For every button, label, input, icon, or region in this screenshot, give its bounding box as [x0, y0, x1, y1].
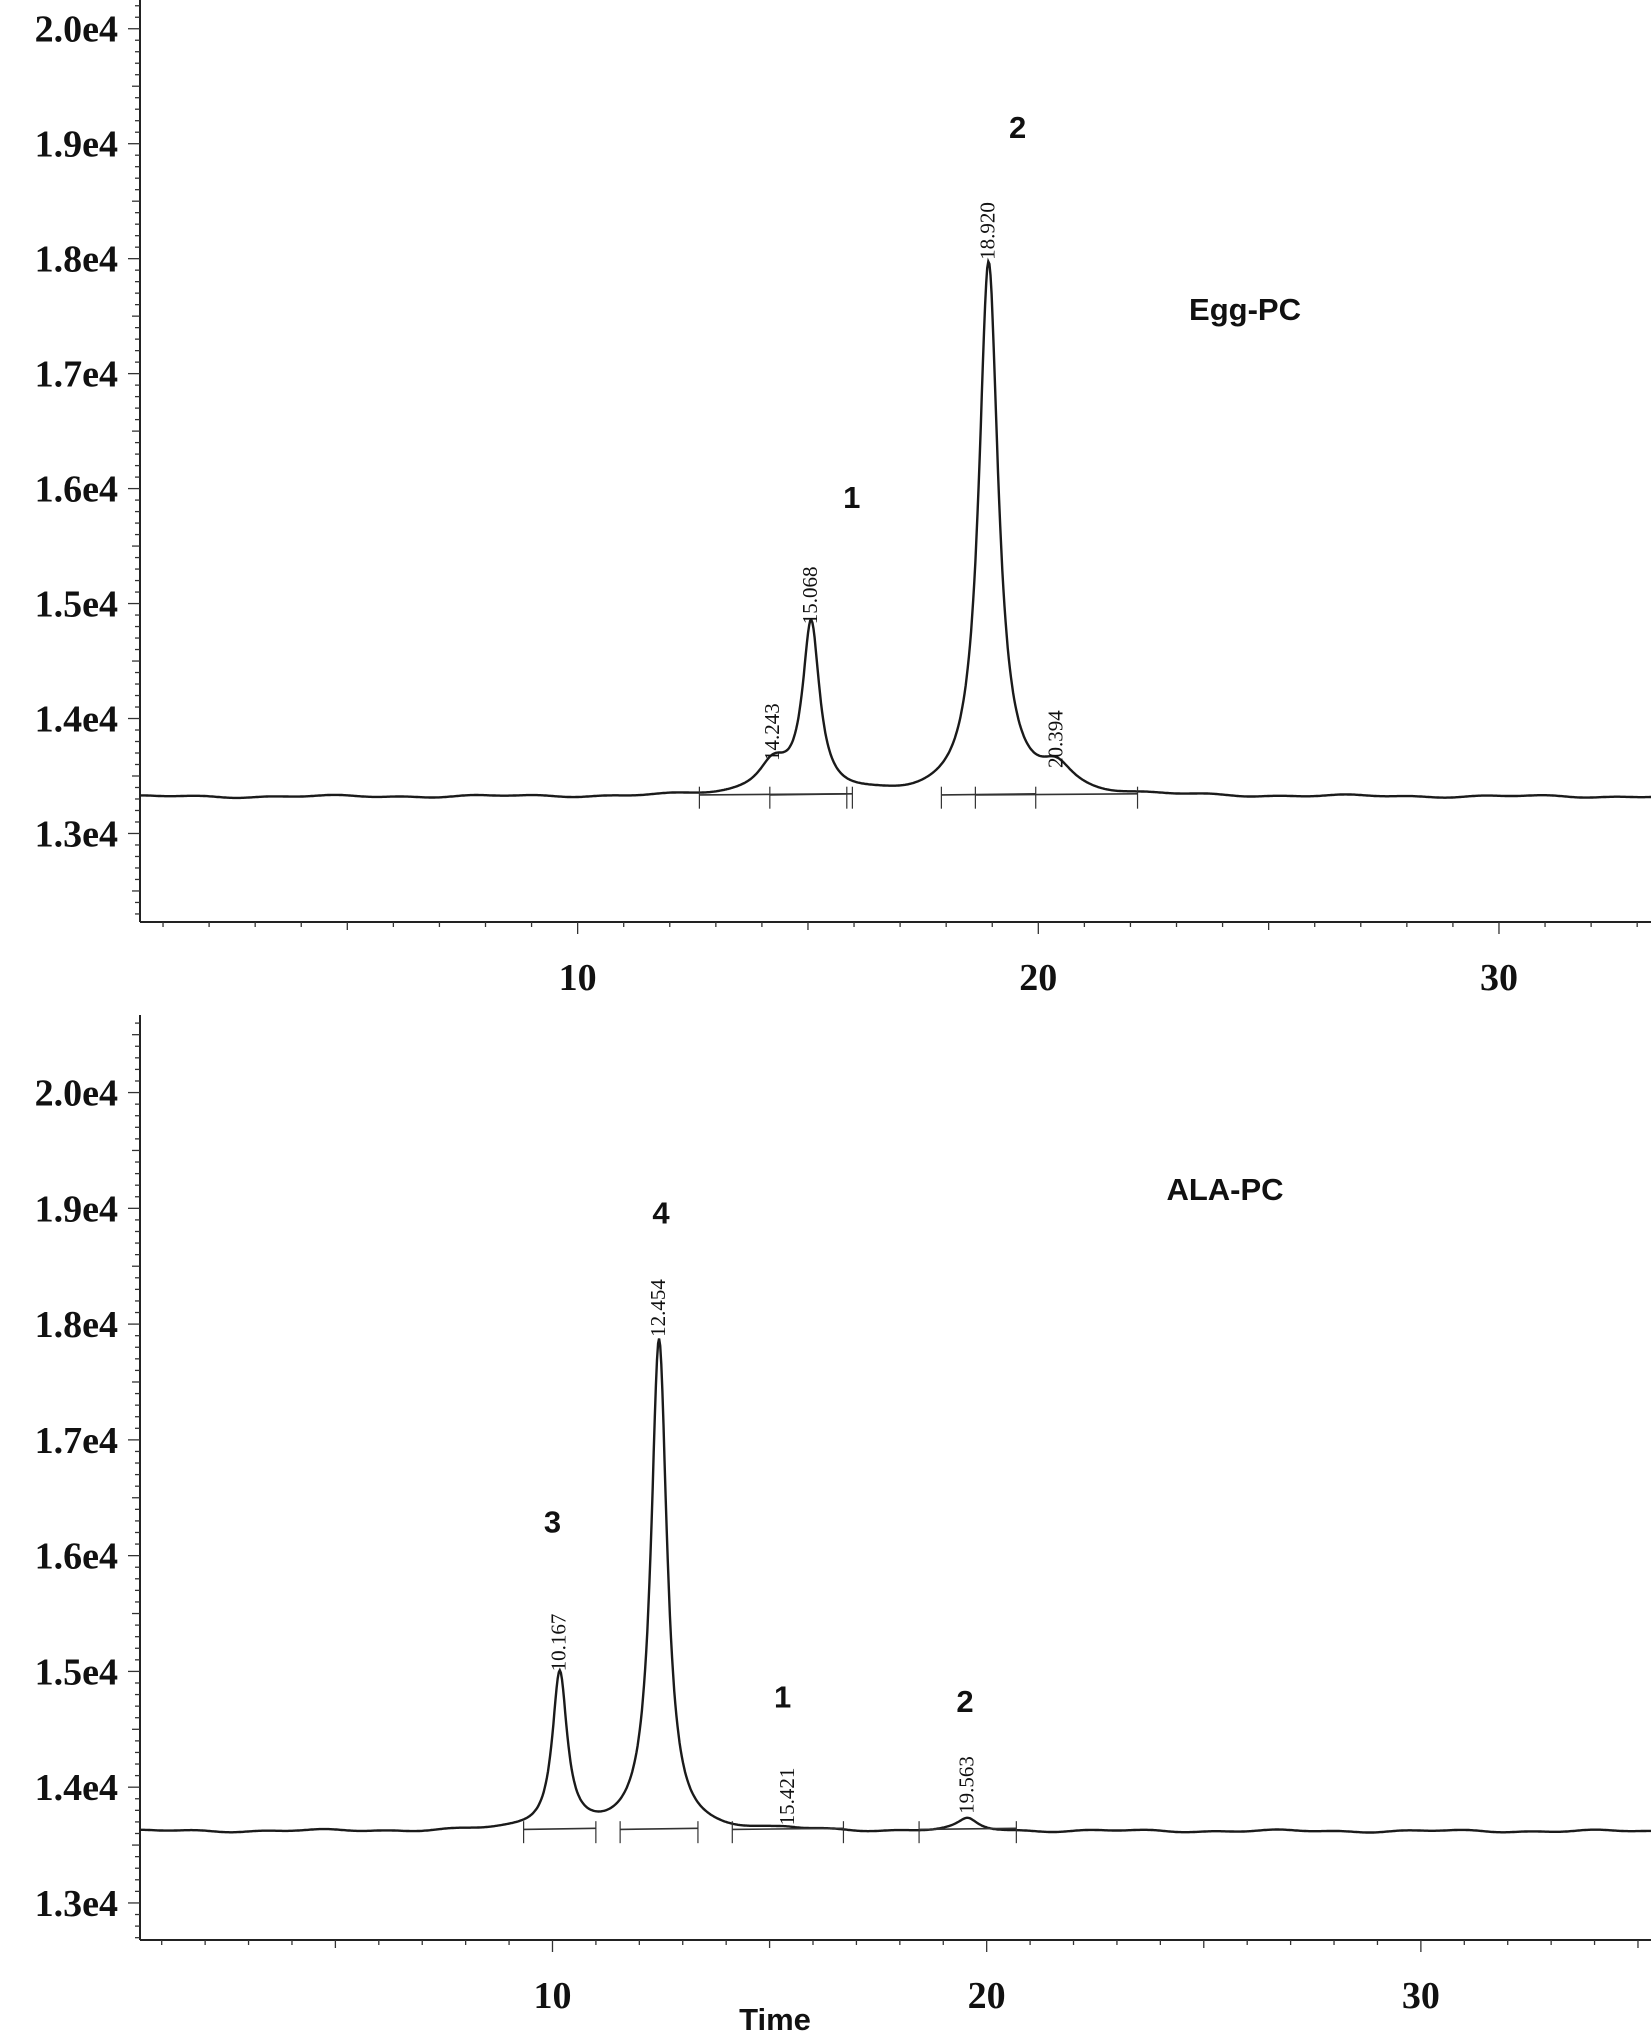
y-tick-label: 1.3e4	[35, 813, 118, 855]
chromatogram-trace	[139, 257, 1651, 800]
peak-number-label: 1	[843, 480, 860, 515]
y-tick-label: 1.8e4	[35, 1304, 118, 1346]
y-tick-label: 1.7e4	[35, 1420, 118, 1462]
integration-baseline	[523, 1827, 596, 1831]
y-tick-label: 1.8e4	[35, 239, 118, 281]
x-tick-label: 10	[533, 1975, 571, 2017]
x-tick-label: 20	[968, 1975, 1006, 2017]
retention-time-label: 14.243	[760, 703, 784, 761]
y-tick-label: 1.6e4	[35, 469, 118, 511]
x-tick-label: 30	[1480, 957, 1518, 999]
x-tick-label: 10	[559, 957, 597, 999]
y-tick-label: 1.4e4	[35, 699, 118, 741]
integration-baseline	[732, 1827, 844, 1831]
y-tick-label: 1.6e4	[35, 1536, 118, 1578]
retention-time-label: 12.454	[646, 1279, 670, 1337]
retention-time-label: 20.394	[1043, 710, 1067, 768]
y-tick-label: 1.4e4	[35, 1767, 118, 1809]
y-tick-label: 1.5e4	[35, 584, 118, 626]
sample-label: ALA-PC	[1166, 1172, 1283, 1207]
x-axis-title: Time	[739, 2002, 811, 2035]
y-tick-label: 1.5e4	[35, 1651, 118, 1693]
retention-time-label: 19.563	[955, 1756, 979, 1814]
peak-number-label: 2	[956, 1684, 973, 1719]
retention-time-label: 15.068	[798, 566, 822, 624]
x-tick-label: 20	[1019, 957, 1057, 999]
integration-baseline	[919, 1827, 1017, 1831]
y-tick-label: 1.3e4	[35, 1883, 118, 1925]
y-tick-label: 2.0e4	[35, 9, 118, 51]
sample-label: Egg-PC	[1189, 292, 1301, 327]
y-tick-label: 1.9e4	[35, 124, 118, 166]
y-tick-label: 1.7e4	[35, 354, 118, 396]
y-tick-label: 2.0e4	[35, 1073, 118, 1115]
peak-number-label: 1	[774, 1679, 791, 1714]
retention-time-label: 15.421	[775, 1768, 799, 1826]
retention-time-label: 18.920	[976, 202, 1000, 260]
x-tick-label: 30	[1402, 1975, 1440, 2017]
retention-time-label: 10.167	[547, 1614, 571, 1672]
chart-panel-2: 2.0e4 1.9e4 1.8e4 1.7e4 1.6e4 1.5e4 1.4e4 1.3e4…	[35, 1015, 1651, 2035]
peak-number-label: 3	[544, 1504, 561, 1539]
integration-baseline	[975, 793, 1138, 796]
integration-baseline	[620, 1827, 698, 1831]
chromatogram-trace	[140, 1338, 1651, 1834]
chart-panel-1: 2.0e4 1.9e4 1.8e4 1.7e4 1.6e4 1.5e4 1.4e4 1.3e4…	[35, 0, 1651, 999]
integration-baseline	[769, 793, 853, 796]
peak-number-label: 2	[1009, 110, 1026, 145]
y-tick-label: 1.9e4	[35, 1188, 118, 1230]
peak-number-label: 4	[652, 1195, 670, 1230]
